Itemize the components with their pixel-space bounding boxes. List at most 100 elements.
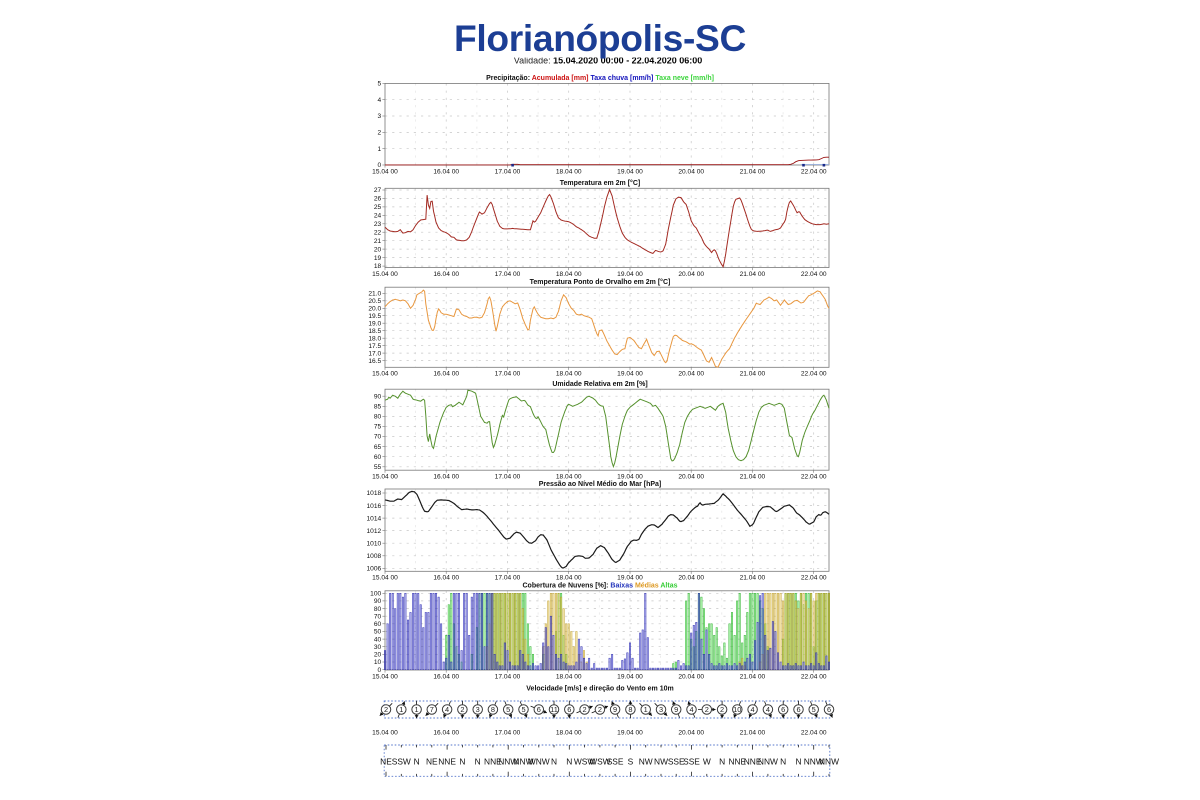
svg-text:80: 80 [374,606,382,613]
svg-text:4: 4 [751,705,755,714]
svg-text:60: 60 [374,454,382,461]
svg-text:60: 60 [374,621,382,628]
svg-text:20.04 00: 20.04 00 [678,729,704,736]
svg-text:1016: 1016 [367,503,382,510]
svg-text:6: 6 [796,705,800,714]
svg-text:21.04 00: 21.04 00 [740,271,766,278]
svg-text:90: 90 [374,598,382,605]
svg-text:6: 6 [567,705,571,714]
svg-text:Umidade Relativa em 2m [%]: Umidade Relativa em 2m [%] [552,381,647,388]
svg-text:4: 4 [689,705,693,714]
svg-text:11: 11 [550,705,558,714]
svg-text:22.04 00: 22.04 00 [801,271,827,278]
svg-text:50: 50 [374,629,382,636]
svg-text:18.5: 18.5 [368,328,381,335]
svg-text:55: 55 [374,464,382,471]
svg-text:S: S [628,756,634,766]
svg-text:2: 2 [705,705,709,714]
svg-text:22.04 00: 22.04 00 [801,473,827,480]
svg-text:6: 6 [537,705,541,714]
svg-text:NNW: NNW [498,756,518,766]
svg-text:2: 2 [378,130,382,137]
svg-text:SSE: SSE [607,756,624,766]
svg-text:Precipitação: Acumulada [mm] T: Precipitação: Acumulada [mm] Taxa chuva … [486,75,714,82]
svg-text:7: 7 [430,705,434,714]
svg-text:NE: NE [380,756,392,766]
svg-text:17.04 00: 17.04 00 [495,473,521,480]
svg-text:19.5: 19.5 [368,313,381,320]
svg-text:15.04 00: 15.04 00 [372,168,398,175]
svg-text:NNW: NNW [513,756,533,766]
svg-text:19: 19 [374,255,382,262]
svg-text:40: 40 [374,636,382,643]
svg-text:20.04 00: 20.04 00 [678,371,704,378]
svg-text:2: 2 [460,705,464,714]
svg-text:19.04 00: 19.04 00 [617,473,643,480]
svg-text:Cobertura de Nuvens [%]: Baixa: Cobertura de Nuvens [%]: Baixas Médias A… [523,583,678,590]
svg-text:19.04 00: 19.04 00 [617,271,643,278]
svg-text:1: 1 [644,705,648,714]
svg-text:19.04 00: 19.04 00 [617,729,643,736]
svg-text:20: 20 [374,246,382,253]
svg-text:90: 90 [374,393,382,400]
svg-text:6: 6 [781,705,785,714]
svg-text:Pressão ao Nível Médio do Mar: Pressão ao Nível Médio do Mar [hPa] [539,481,662,488]
svg-text:22.04 00: 22.04 00 [801,371,827,378]
svg-text:16.04 00: 16.04 00 [433,271,459,278]
svg-text:25: 25 [374,204,382,211]
svg-text:SSE: SSE [668,756,685,766]
svg-text:20.04 00: 20.04 00 [678,673,704,680]
svg-text:17.04 00: 17.04 00 [495,729,521,736]
svg-text:16.04 00: 16.04 00 [433,673,459,680]
svg-text:10: 10 [374,659,382,666]
svg-text:17.04 00: 17.04 00 [495,575,521,582]
svg-text:16.04 00: 16.04 00 [433,371,459,378]
svg-text:NNW: NNW [819,756,839,766]
svg-text:5: 5 [521,705,525,714]
svg-text:85: 85 [374,404,382,411]
svg-text:NNE: NNE [484,756,502,766]
svg-text:21.04 00: 21.04 00 [740,729,766,736]
svg-text:8: 8 [491,705,495,714]
svg-text:3: 3 [659,705,663,714]
svg-text:W: W [703,756,711,766]
svg-text:4: 4 [445,705,449,714]
svg-text:4: 4 [766,705,770,714]
svg-text:NW: NW [639,756,653,766]
svg-text:0: 0 [378,667,382,674]
svg-text:18.04 00: 18.04 00 [556,271,582,278]
svg-text:1014: 1014 [367,515,382,522]
svg-text:NNW: NNW [804,756,824,766]
svg-text:SSE: SSE [683,756,700,766]
svg-text:100: 100 [370,591,381,598]
svg-text:21: 21 [374,238,382,245]
svg-text:16.04 00: 16.04 00 [433,575,459,582]
svg-text:21.04 00: 21.04 00 [740,168,766,175]
svg-text:Temperatura Ponto de Orvalho e: Temperatura Ponto de Orvalho em 2m [°C] [530,278,671,286]
svg-text:30: 30 [374,644,382,651]
svg-text:Velocidade [m/s] e direção do: Velocidade [m/s] e direção do Vento em 1… [526,685,673,692]
svg-text:18.04 00: 18.04 00 [556,371,582,378]
svg-text:2: 2 [598,705,602,714]
svg-text:NNE: NNE [728,756,746,766]
svg-text:15.04 00: 15.04 00 [372,575,398,582]
svg-text:19.04 00: 19.04 00 [617,168,643,175]
svg-text:75: 75 [374,424,382,431]
svg-text:0: 0 [378,162,382,169]
svg-text:N: N [475,756,481,766]
svg-text:6: 6 [827,705,831,714]
svg-text:65: 65 [374,444,382,451]
svg-text:19.04 00: 19.04 00 [617,371,643,378]
svg-text:18.04 00: 18.04 00 [556,729,582,736]
svg-text:WNW: WNW [528,756,550,766]
svg-text:8: 8 [628,705,632,714]
svg-text:19.0: 19.0 [368,320,381,327]
svg-text:N: N [459,756,465,766]
svg-text:N: N [414,756,420,766]
svg-text:5: 5 [812,705,816,714]
svg-text:19.04 00: 19.04 00 [617,575,643,582]
svg-text:2: 2 [583,705,587,714]
svg-text:N: N [795,756,801,766]
svg-text:20: 20 [374,652,382,659]
svg-text:N: N [566,756,572,766]
